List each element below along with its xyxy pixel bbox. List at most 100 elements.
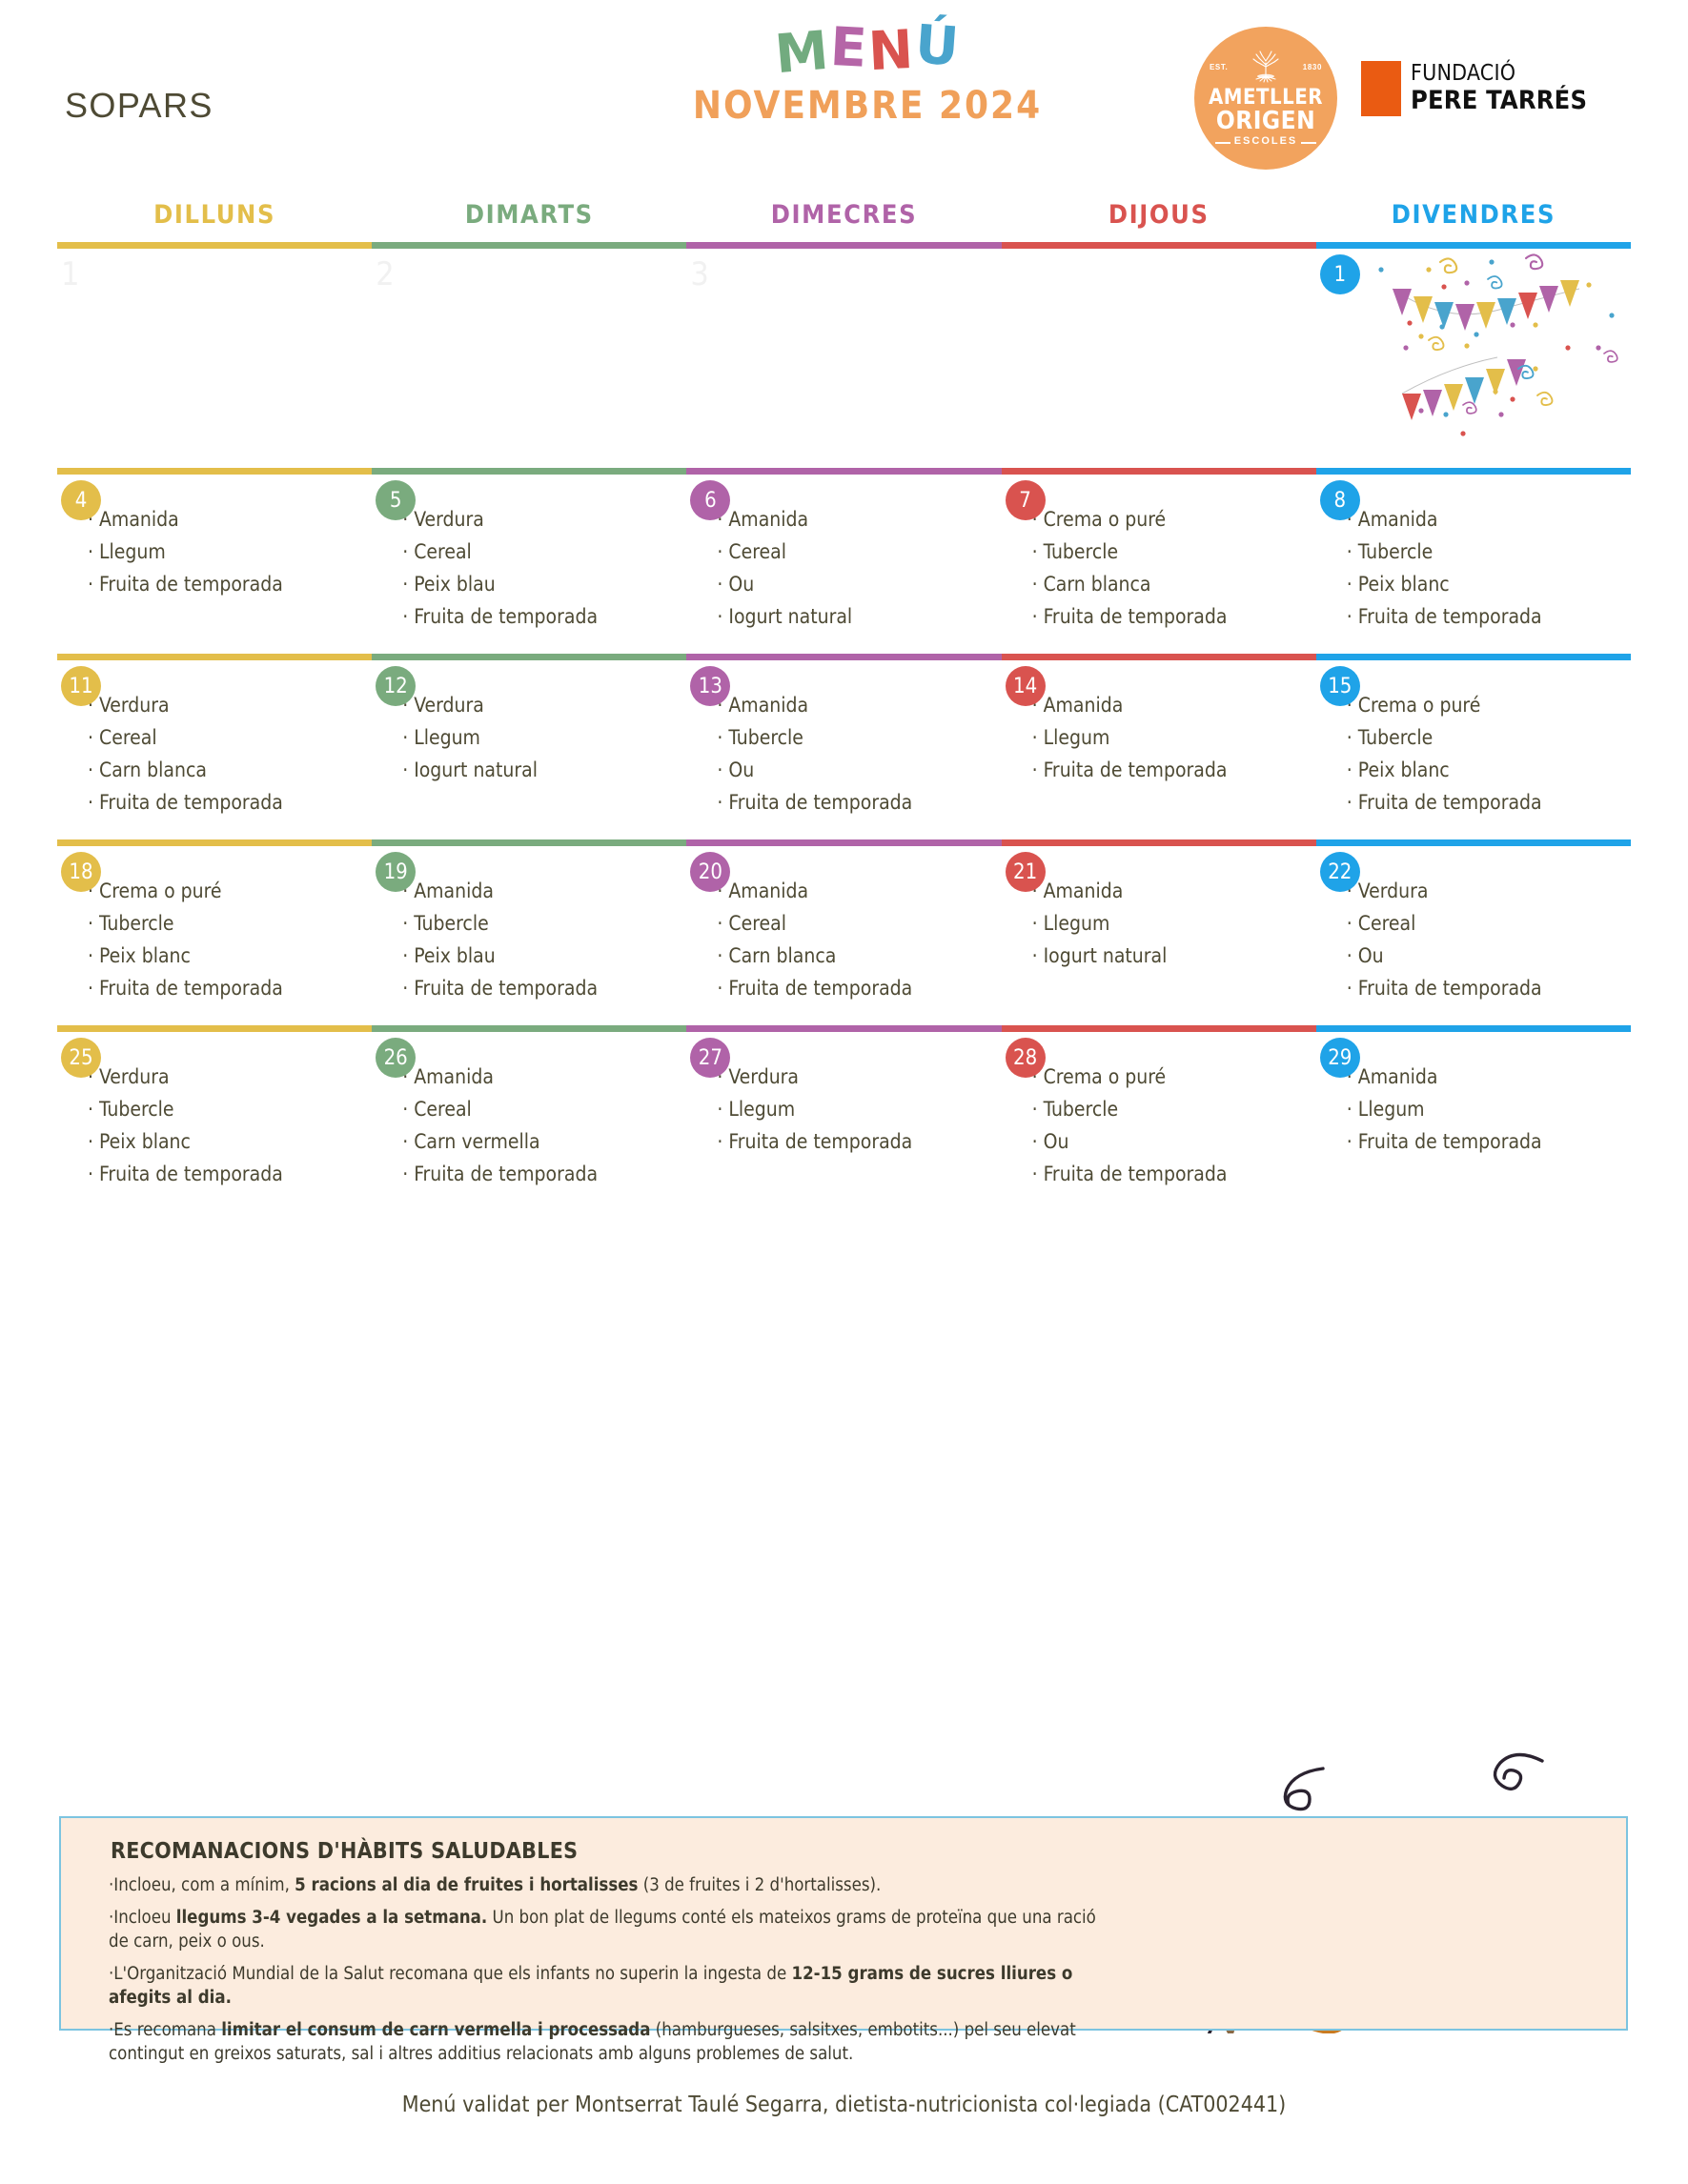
- calendar-day-cell[interactable]: 2: [372, 249, 686, 447]
- rule-segment-1: [372, 468, 687, 475]
- tree-icon: [1252, 51, 1279, 83]
- calendar-day-cell[interactable]: 26AmanidaCerealCarn vermellaFruita de te…: [372, 1032, 686, 1190]
- recommendation-emphasis: llegums 3-4 vegades a la setmana.: [175, 1908, 488, 1928]
- logo-year-label: 1830: [1302, 63, 1322, 71]
- calendar-day-cell[interactable]: 21AmanidaLlegumIogurt natural: [1002, 846, 1316, 1004]
- recommendation-item: ·Incloeu, com a mínim, 5 racions al dia …: [109, 1873, 1119, 1897]
- rule-segment-4: [1315, 242, 1631, 249]
- logo-name-line1: AMETLLER: [1208, 86, 1324, 110]
- day-number-badge: 7: [1005, 480, 1046, 520]
- calendar-day-cell[interactable]: 19AmanidaTuberclePeix blauFruita de temp…: [372, 846, 686, 1004]
- calendar-day-cell[interactable]: 12VerduraLlegumIogurt natural: [372, 660, 686, 819]
- pere-tarres-line2: PERE TARRÉS: [1411, 86, 1588, 115]
- rule-segment-3: [1001, 1025, 1316, 1032]
- recommendation-text: ·Incloeu: [109, 1908, 176, 1928]
- calendar-day-cell[interactable]: 25VerduraTuberclePeix blancFruita de tem…: [57, 1032, 372, 1190]
- pere-tarres-line1: FUNDACIÓ: [1411, 61, 1516, 86]
- calendar-weeks: 12314AmanidaLlegumFruita de temporada5Ve…: [57, 242, 1631, 1190]
- calendar-day-cell[interactable]: 28Crema o puréTubercleOuFruita de tempor…: [1002, 1032, 1316, 1190]
- menu-item: Tubercle: [88, 907, 372, 940]
- calendar-week-row: 18Crema o puréTuberclePeix blancFruita d…: [57, 846, 1631, 1004]
- rule-segment-0: [57, 242, 373, 249]
- pere-tarres-logo: FUNDACIÓ PERE TARRÉS: [1361, 59, 1590, 118]
- menu-item: Crema o puré: [1347, 689, 1631, 721]
- menu-item: Amanida: [88, 503, 372, 536]
- menu-item: Iogurt natural: [402, 754, 686, 786]
- calendar-day-cell[interactable]: 7Crema o puréTubercleCarn blancaFruita d…: [1002, 475, 1316, 633]
- menu-item-list: AmanidaLlegumFruita de temporada: [1006, 660, 1316, 786]
- rule-segment-0: [57, 468, 373, 475]
- calendar-day-cell[interactable]: 29AmanidaLlegumFruita de temporada: [1316, 1032, 1631, 1190]
- menu-item: Iogurt natural: [717, 600, 1001, 633]
- calendar-day-cell[interactable]: 13AmanidaTubercleOuFruita de temporada: [686, 660, 1001, 819]
- menu-item: Llegum: [88, 536, 372, 568]
- recommendation-text: (3 de fruites i 2 d'hortalisses).: [638, 1875, 882, 1895]
- day-number-badge: 15: [1319, 666, 1360, 706]
- rule-segment-2: [686, 654, 1002, 660]
- recommendation-emphasis: limitar el consum de carn vermella i pro…: [221, 2020, 651, 2040]
- day-header-dilluns: DILLUNS: [153, 200, 276, 230]
- menu-item: Llegum: [1032, 907, 1316, 940]
- menu-item: Verdura: [402, 503, 686, 536]
- rule-segment-0: [57, 654, 373, 660]
- menu-item: Cereal: [88, 721, 372, 754]
- day-header-dimecres: DIMECRES: [770, 200, 918, 230]
- menu-item: Verdura: [717, 1061, 1001, 1093]
- menu-item: Carn vermella: [402, 1125, 686, 1158]
- menu-item-list: Crema o puréTuberclePeix blancFruita de …: [1320, 660, 1631, 819]
- calendar-day-cell[interactable]: 11VerduraCerealCarn blancaFruita de temp…: [57, 660, 372, 819]
- menu-item: Tubercle: [1347, 721, 1631, 754]
- meal-type-title: SOPARS: [65, 86, 214, 125]
- menu-item-list: VerduraTuberclePeix blancFruita de tempo…: [61, 1032, 372, 1190]
- menu-item-list: VerduraLlegumFruita de temporada: [690, 1032, 1001, 1158]
- month-title: NOVEMBRE 2024: [692, 84, 1043, 128]
- calendar-day-cell[interactable]: 20AmanidaCerealCarn blancaFruita de temp…: [686, 846, 1001, 1004]
- day-number-badge: 27: [690, 1038, 731, 1078]
- menu-item: Verdura: [88, 1061, 372, 1093]
- recommendation-item: ·L'Organització Mundial de la Salut reco…: [109, 1962, 1119, 2010]
- menu-item-list: AmanidaTuberclePeix blauFruita de tempor…: [376, 846, 686, 1004]
- menu-item: Tubercle: [1347, 536, 1631, 568]
- rule-segment-1: [372, 839, 687, 846]
- menu-item: Fruita de temporada: [402, 972, 686, 1004]
- calendar-day-cell[interactable]: 1: [1316, 249, 1631, 447]
- calendar-day-cell[interactable]: 8AmanidaTuberclePeix blancFruita de temp…: [1316, 475, 1631, 633]
- rule-segment-2: [686, 468, 1002, 475]
- menu-item: Crema o puré: [1032, 503, 1316, 536]
- menu-item: Fruita de temporada: [1347, 786, 1631, 819]
- calendar-day-cell[interactable]: 15Crema o puréTuberclePeix blancFruita d…: [1316, 660, 1631, 819]
- menu-item: Fruita de temporada: [88, 786, 372, 819]
- calendar-day-cell[interactable]: [1002, 249, 1316, 447]
- day-number-badge: 8: [1319, 480, 1360, 520]
- calendar-day-cell[interactable]: 1: [57, 249, 372, 447]
- menu-item: Fruita de temporada: [1347, 1125, 1631, 1158]
- menu-item: Peix blanc: [1347, 754, 1631, 786]
- calendar-day-cell[interactable]: 3: [686, 249, 1001, 447]
- menu-item-list: Crema o puréTuberclePeix blancFruita de …: [61, 846, 372, 1004]
- recommendations-list: ·Incloeu, com a mínim, 5 racions al dia …: [109, 1873, 1119, 2074]
- menu-item: Carn blanca: [717, 940, 1001, 972]
- day-number-badge: 20: [690, 852, 731, 892]
- menu-item: Ou: [717, 754, 1001, 786]
- calendar-day-cell[interactable]: 14AmanidaLlegumFruita de temporada: [1002, 660, 1316, 819]
- menu-item-list: VerduraCerealOuFruita de temporada: [1320, 846, 1631, 1004]
- calendar-day-cell[interactable]: 5VerduraCerealPeix blauFruita de tempora…: [372, 475, 686, 633]
- recommendation-item: ·Incloeu llegums 3-4 vegades a la setman…: [109, 1906, 1119, 1953]
- day-number-badge: 12: [376, 666, 417, 706]
- menu-item: Verdura: [1347, 875, 1631, 907]
- calendar-day-cell[interactable]: 18Crema o puréTuberclePeix blancFruita d…: [57, 846, 372, 1004]
- rule-segment-0: [57, 839, 373, 846]
- calendar-day-cell[interactable]: 4AmanidaLlegumFruita de temporada: [57, 475, 372, 633]
- menu-item: Carn blanca: [88, 754, 372, 786]
- menu-wordmark: MENÚ: [724, 13, 1010, 86]
- calendar-day-cell[interactable]: 6AmanidaCerealOuIogurt natural: [686, 475, 1001, 633]
- calendar-day-headers: DILLUNS DIMARTS DIMECRES DIJOUS DIVENDRES: [57, 200, 1631, 242]
- menu-item: Amanida: [402, 1061, 686, 1093]
- day-number-badge: 21: [1005, 852, 1046, 892]
- rule-segment-2: [686, 1025, 1002, 1032]
- rule-segment-4: [1315, 1025, 1631, 1032]
- menu-item: Fruita de temporada: [88, 568, 372, 600]
- menu-item-list: VerduraCerealCarn blancaFruita de tempor…: [61, 660, 372, 819]
- calendar-day-cell[interactable]: 22VerduraCerealOuFruita de temporada: [1316, 846, 1631, 1004]
- calendar-day-cell[interactable]: 27VerduraLlegumFruita de temporada: [686, 1032, 1001, 1190]
